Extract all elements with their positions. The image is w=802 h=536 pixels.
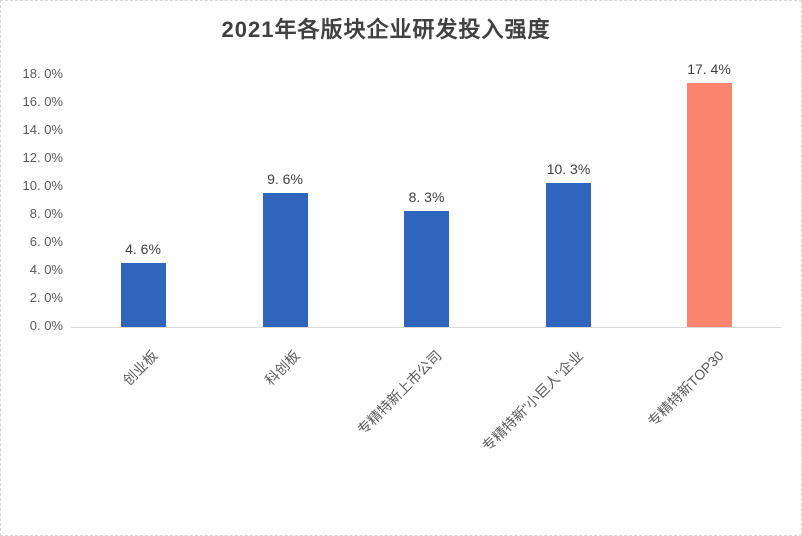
x-category-label: 专精特新“小巨人”企业 <box>479 347 587 455</box>
x-category-label: 专精特新上市公司 <box>353 347 445 438</box>
bar-value-label: 9. 6% <box>267 170 303 187</box>
y-tick-label: 16. 0% <box>22 94 63 109</box>
bar-3 <box>404 210 449 327</box>
y-tick-label: 4. 0% <box>29 262 63 277</box>
x-category-label: 专精特新TOP30 <box>644 347 727 430</box>
bar-2 <box>262 192 308 327</box>
x-axis-line <box>71 327 781 328</box>
bar-value-label: 8. 3% <box>408 188 445 205</box>
x-category-label: 创业板 <box>119 347 161 389</box>
bar-value-label: 4. 6% <box>125 240 161 257</box>
bar-value-label: 10. 3% <box>546 160 591 177</box>
chart-title: 2021年各版块企业研发投入强度 <box>221 17 551 42</box>
y-tick-label: 14. 0% <box>22 122 63 137</box>
y-tick-label: 10. 0% <box>22 178 63 193</box>
y-tick-label: 18. 0% <box>22 66 63 81</box>
y-tick-label: 2. 0% <box>29 290 63 305</box>
bar-value-label: 17. 4% <box>687 61 731 78</box>
bar-4 <box>546 182 591 327</box>
y-tick-label: 0. 0% <box>29 318 63 333</box>
y-tick-label: 12. 0% <box>22 150 63 165</box>
y-tick-label: 8. 0% <box>29 206 63 221</box>
bar-1 <box>120 262 166 327</box>
bar-5 <box>686 83 732 327</box>
y-tick-label: 6. 0% <box>29 234 63 249</box>
x-category-label: 科创板 <box>261 347 303 389</box>
